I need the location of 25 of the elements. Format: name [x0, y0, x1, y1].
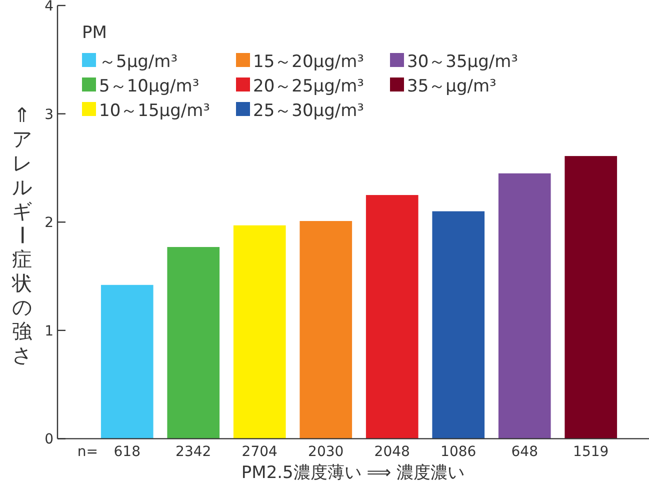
text: n=: [77, 444, 98, 460]
legend-label: 5～10μg/m³: [99, 76, 200, 96]
x-axis-title: PM2.5濃度薄い ⟹ 濃度濃い: [241, 463, 465, 483]
x-tick-label: 1086: [440, 444, 476, 460]
x-tick-label: 2030: [308, 444, 344, 460]
x-tick-label: 2342: [176, 444, 212, 460]
x-tick-label: 1519: [573, 444, 609, 460]
y-tick-label: 0: [44, 432, 54, 448]
legend-title: PM: [82, 23, 107, 43]
x-tick-label: 2704: [242, 444, 278, 460]
x-tick-label: 648: [511, 444, 538, 460]
y-tick-label: 3: [44, 106, 54, 123]
y-tick-label: 4: [44, 0, 54, 14]
x-tick-label: 618: [114, 444, 140, 460]
legend-label: 25～30μg/m³: [253, 101, 364, 121]
legend-label: 10～15μg/m³: [99, 101, 210, 121]
y-tick-label: 1: [44, 323, 54, 340]
y-tick-label: 2: [44, 215, 54, 232]
legend-label: ～5μg/m³: [99, 52, 178, 72]
x-tick-label: 2048: [374, 444, 410, 460]
legend-label: 35～μg/m³: [407, 76, 496, 96]
legend-label: 15～20μg/m³: [253, 52, 364, 72]
legend-label: 20～25μg/m³: [253, 76, 364, 96]
ylabel: ⇑アレルギー症状の強さ: [10, 103, 34, 367]
legend-label: 30～35μg/m³: [407, 52, 518, 72]
